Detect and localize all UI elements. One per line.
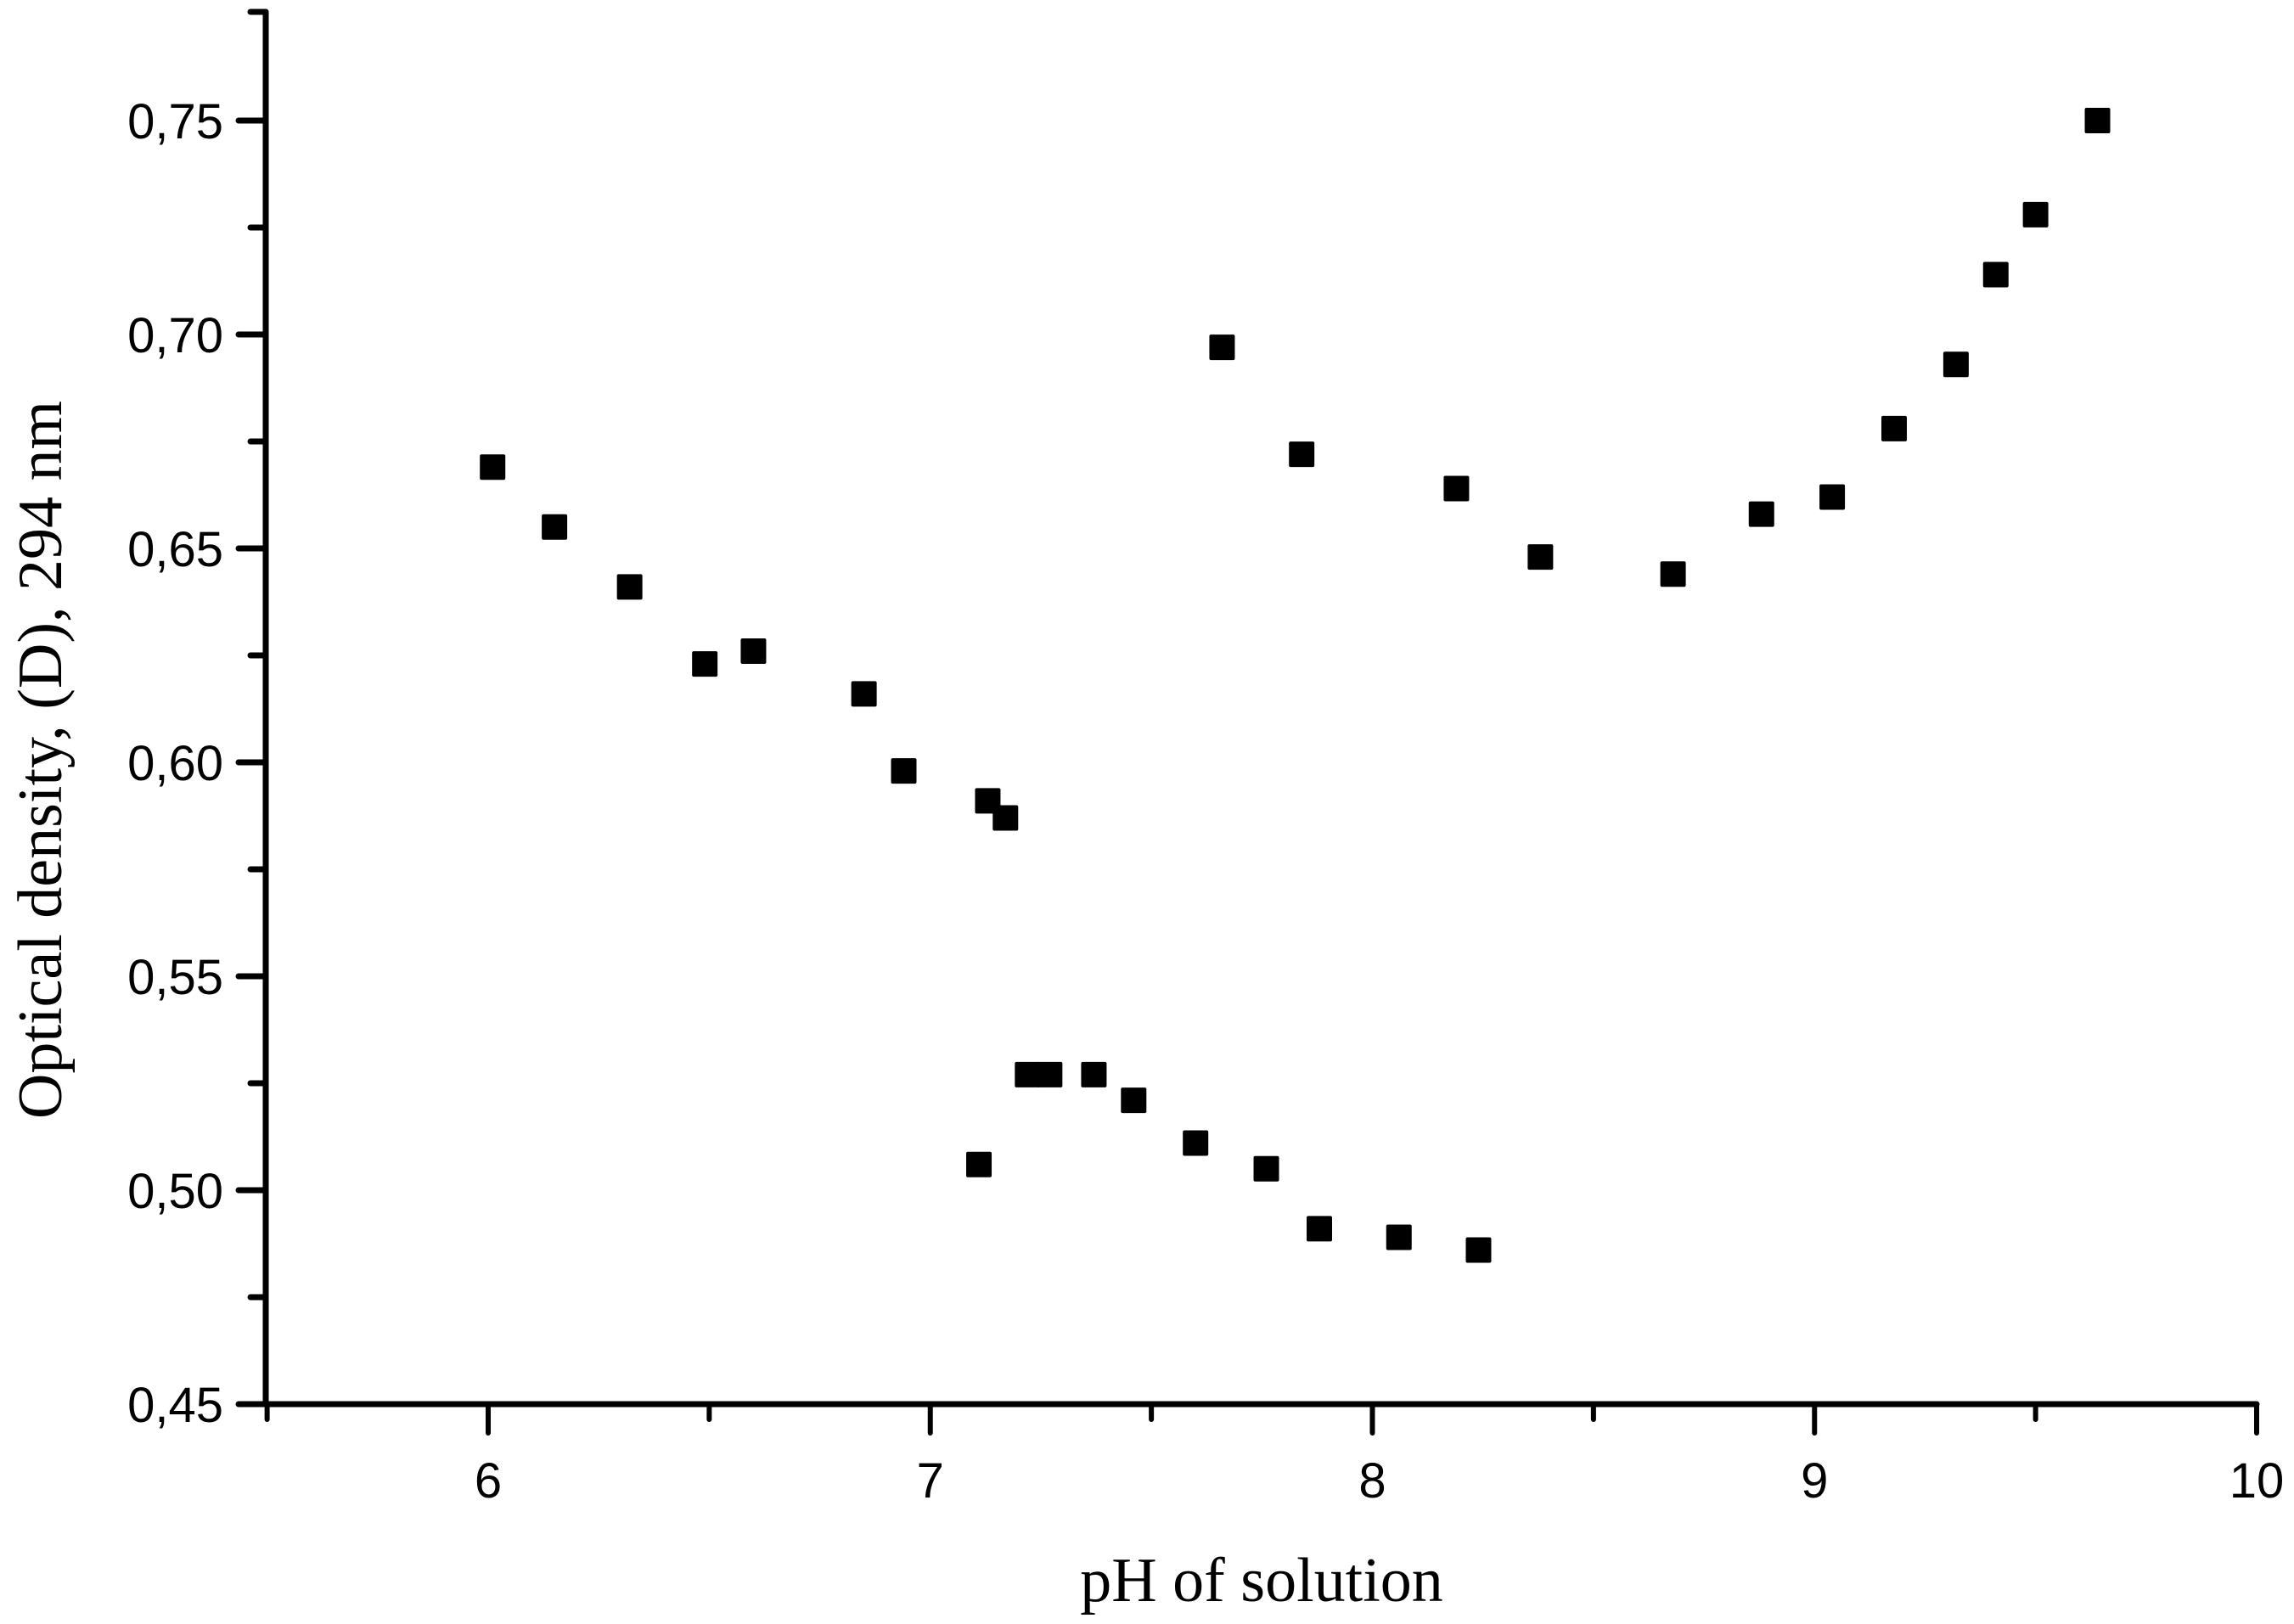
- y-tick-label: 0,75: [127, 94, 223, 149]
- data-point: [1307, 1216, 1333, 1242]
- data-point: [1527, 544, 1554, 570]
- data-points: [480, 108, 2111, 1263]
- y-tick-label: 0,50: [127, 1164, 223, 1219]
- data-point: [1037, 1061, 1063, 1087]
- x-axis-title: pH of solution: [1080, 1546, 1443, 1616]
- data-point: [966, 1151, 992, 1177]
- data-point: [1881, 415, 1907, 441]
- data-point: [1015, 1061, 1041, 1087]
- y-tick-label: 0,65: [127, 522, 223, 577]
- data-point: [1386, 1224, 1412, 1250]
- data-point: [851, 681, 877, 707]
- data-point: [542, 514, 568, 540]
- data-point: [992, 805, 1019, 831]
- y-tick-label: 0,55: [127, 950, 223, 1005]
- data-point: [692, 651, 718, 677]
- data-point: [1465, 1237, 1492, 1263]
- x-tick-label: 8: [1358, 1453, 1386, 1509]
- data-point: [1253, 1155, 1279, 1182]
- y-tick-label: 0,60: [127, 736, 223, 791]
- data-point: [1660, 561, 1686, 587]
- x-tick-label: 9: [1801, 1453, 1828, 1509]
- data-point: [2084, 108, 2111, 133]
- data-point: [480, 454, 506, 480]
- x-tick-label: 7: [917, 1453, 944, 1509]
- data-point: [1748, 501, 1774, 527]
- data-point: [1443, 475, 1470, 502]
- data-point: [1081, 1061, 1107, 1087]
- data-point: [1819, 484, 1846, 510]
- data-point: [1183, 1130, 1209, 1156]
- data-point: [1943, 351, 1969, 378]
- data-point: [891, 758, 917, 784]
- data-point: [1209, 334, 1235, 361]
- x-tick-label: 6: [475, 1453, 502, 1509]
- y-tick-label: 0,45: [127, 1378, 223, 1433]
- axes: 0,45 0,50 0,55 0,60 0,65 0,70 0,75 6 7 8 9 10: [127, 8, 2285, 1509]
- y-axis-title: Optical density, (D), 294 nm: [6, 401, 76, 1119]
- data-point: [1121, 1087, 1147, 1114]
- data-point: [1982, 261, 2009, 288]
- x-tick-label: 10: [2229, 1453, 2285, 1509]
- data-point: [2022, 201, 2049, 228]
- data-point: [616, 574, 643, 600]
- data-point: [740, 638, 767, 664]
- y-tick-label: 0,70: [127, 308, 223, 363]
- data-point: [1289, 441, 1315, 468]
